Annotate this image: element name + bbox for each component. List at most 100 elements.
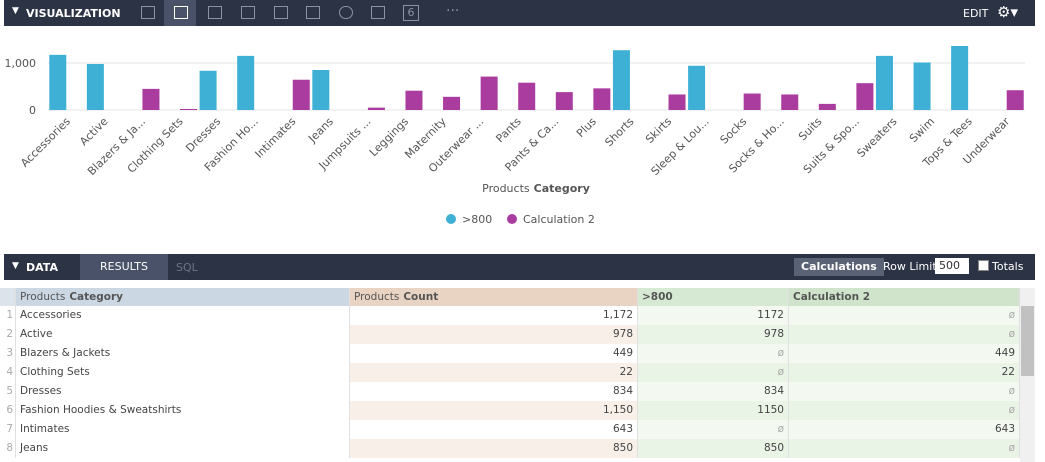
bar: [743, 93, 761, 110]
column-header[interactable]: >800: [638, 288, 789, 306]
row-number: 5: [0, 382, 16, 401]
edit-button[interactable]: EDIT: [963, 7, 989, 20]
table-cell: 850: [638, 439, 789, 458]
row-number: 6: [0, 401, 16, 420]
table-cell: Jeans: [16, 439, 350, 458]
x-tick-label: Jeans: [305, 115, 336, 146]
table-cell: ø: [638, 420, 789, 439]
header-field: Calculation 2: [793, 291, 871, 303]
bar: [443, 96, 461, 110]
line-icon[interactable]: [274, 6, 288, 19]
x-tick-label: Accessories: [18, 115, 73, 170]
header-field: >800: [642, 291, 673, 303]
x-tick-label: Sweaters: [854, 115, 899, 160]
data-bar: ▼ DATA RESULTS SQL Calculations Row Limi…: [4, 254, 1035, 280]
more-icon[interactable]: ···: [446, 3, 460, 19]
pie-icon[interactable]: [339, 6, 353, 19]
header-view: Products: [354, 291, 400, 303]
table-cell: 850: [350, 439, 638, 458]
bar: [312, 70, 330, 110]
table-cell: ø: [789, 401, 1020, 420]
table-cell: 643: [789, 420, 1020, 439]
x-tick-label: Skirts: [643, 115, 674, 146]
table-cell: ø: [789, 382, 1020, 401]
bar: [480, 76, 498, 110]
table-cell: 1172: [638, 306, 789, 325]
collapse-caret[interactable]: ▼: [12, 261, 19, 271]
table-cell: 978: [638, 325, 789, 344]
bar: [180, 108, 198, 110]
scatter-icon[interactable]: [241, 6, 255, 19]
row-icon[interactable]: [208, 6, 222, 19]
bar: [518, 82, 536, 110]
x-tick-label: Socks: [718, 115, 750, 147]
x-tick-label: Pants: [493, 115, 524, 146]
table-cell: ø: [789, 306, 1020, 325]
row-number-header: [0, 288, 16, 306]
settings-gear[interactable]: ⚙▾: [997, 3, 1018, 21]
area-icon[interactable]: [306, 6, 320, 19]
bar: [913, 62, 931, 110]
table-cell: 22: [789, 363, 1020, 382]
bar: [367, 107, 385, 110]
row-number: 7: [0, 420, 16, 439]
table-cell: Clothing Sets: [16, 363, 350, 382]
x-tick-label: Intimates: [253, 115, 299, 161]
bar: [405, 90, 423, 110]
table-cell: 834: [638, 382, 789, 401]
table-icon[interactable]: [141, 6, 155, 19]
sql-tab[interactable]: SQL: [176, 261, 198, 274]
table-cell: ø: [789, 325, 1020, 344]
x-tick-label: Plus: [574, 115, 599, 140]
x-tick-label: Swim: [907, 115, 937, 145]
table-cell: 22: [350, 363, 638, 382]
column-header[interactable]: Products Count: [350, 288, 638, 306]
single-value-icon[interactable]: 6: [403, 5, 419, 21]
header-field: Count: [403, 291, 439, 303]
totals-checkbox[interactable]: [978, 260, 989, 271]
bar: [86, 63, 104, 110]
bar: [292, 79, 310, 110]
row-limit-input[interactable]: 500: [935, 258, 969, 274]
section-title: VISUALIZATION: [26, 7, 121, 20]
row-number: 2: [0, 325, 16, 344]
row-limit-label: Row Limit: [883, 260, 937, 273]
scrollbar[interactable]: [1020, 288, 1035, 462]
collapse-caret[interactable]: ▼: [12, 6, 19, 16]
bar: [818, 103, 836, 110]
column-header[interactable]: Calculation 2: [789, 288, 1020, 306]
calculations-button[interactable]: Calculations: [794, 258, 884, 276]
bar: [237, 55, 255, 110]
row-number: 8: [0, 439, 16, 458]
table-cell: Fashion Hoodies & Sweatshirts: [16, 401, 350, 420]
bar: [199, 70, 217, 110]
table-cell: 1,150: [350, 401, 638, 420]
legend-label: Calculation 2: [523, 213, 595, 226]
bar-icon[interactable]: [174, 6, 188, 19]
totals-label: Totals: [992, 260, 1024, 273]
x-tick-label: Suits: [796, 115, 825, 144]
bar: [593, 88, 611, 110]
table-cell: Active: [16, 325, 350, 344]
map-icon[interactable]: [371, 6, 385, 19]
y-tick-label: 0: [29, 104, 36, 117]
bar: [612, 50, 630, 110]
legend-marker: [507, 214, 517, 224]
scroll-thumb[interactable]: [1021, 306, 1034, 376]
row-number: 4: [0, 363, 16, 382]
bar: [142, 88, 160, 110]
results-tab[interactable]: RESULTS: [80, 254, 168, 280]
table-cell: 643: [350, 420, 638, 439]
table-cell: 1,172: [350, 306, 638, 325]
y-tick-label: 1,000: [5, 57, 37, 70]
bar: [668, 94, 686, 110]
active-tab[interactable]: [164, 0, 196, 26]
bar: [951, 46, 969, 110]
column-header[interactable]: Products Category: [16, 288, 350, 306]
bar: [49, 54, 67, 110]
table-cell: Accessories: [16, 306, 350, 325]
x-title-field: Category: [534, 182, 590, 195]
table-cell: Intimates: [16, 420, 350, 439]
